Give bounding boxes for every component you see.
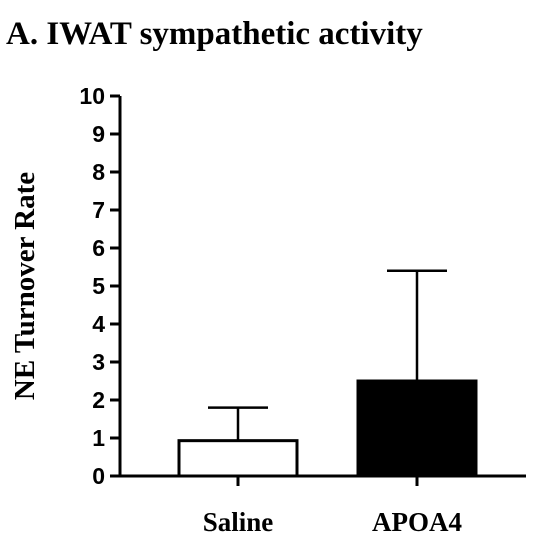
y-tick-label: 3	[92, 349, 105, 375]
y-tick-label: 4	[92, 311, 105, 337]
y-axis-label: NE Turnover Rate	[9, 172, 41, 400]
y-tick-label: 5	[92, 273, 105, 299]
bars	[177, 379, 478, 478]
y-tick-label: 10	[79, 83, 105, 109]
x-tick-label: APOA4	[372, 507, 462, 537]
y-tick-label: 6	[92, 235, 105, 261]
bar-apoa4	[356, 379, 478, 478]
error-bars	[208, 269, 447, 441]
x-axis: Saline APOA4	[118, 474, 526, 537]
y-tick-label: 0	[92, 463, 105, 489]
y-axis: 0 1 2 3 4 5 6 7 8 9 10	[79, 83, 122, 489]
y-tick-label: 1	[92, 425, 105, 451]
y-tick-label: 9	[92, 121, 105, 147]
chart-title: A. IWAT sympathetic activity	[6, 16, 423, 52]
x-tick-label: Saline	[203, 507, 274, 537]
y-tick-label: 7	[92, 197, 105, 223]
y-tick-label: 8	[92, 159, 105, 185]
bar-saline	[177, 439, 299, 478]
y-tick-label: 2	[92, 387, 105, 413]
